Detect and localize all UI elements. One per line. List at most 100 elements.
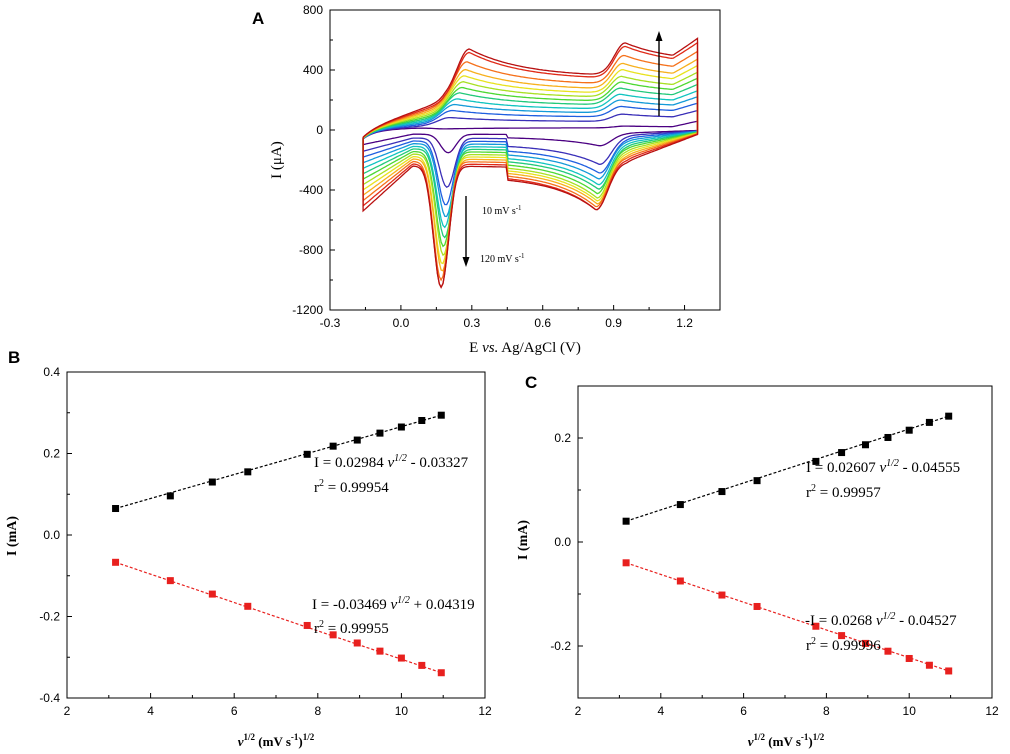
data-point-anodic bbox=[244, 468, 252, 476]
data-point-anodic bbox=[676, 501, 684, 509]
cathodic-arrow-head bbox=[462, 257, 470, 267]
y-tick-label: 0.4 bbox=[43, 365, 60, 379]
panel-b-cathodic-r2: r2 = 0.99955 bbox=[314, 619, 389, 637]
data-point-cathodic bbox=[676, 577, 684, 585]
panel-c-y-axis-label: I (mA) bbox=[516, 520, 531, 560]
panel-c-anodic-equation: I = 0.02607 v1/2 - 0.04555 bbox=[806, 458, 960, 476]
panel-c-y-ticks: -0.2 0.0 0.2 bbox=[550, 431, 583, 653]
data-point-anodic bbox=[861, 441, 869, 449]
panel-c-fit-lines bbox=[625, 415, 949, 672]
x-tick-label: 6 bbox=[740, 704, 747, 718]
panel-c-x-ticks: 2 4 6 8 10 12 bbox=[575, 693, 999, 718]
panel-c-letter: C bbox=[525, 373, 537, 392]
data-point-anodic bbox=[397, 423, 405, 431]
x-tick-label: 8 bbox=[314, 704, 321, 718]
x-tick-label: 2 bbox=[64, 704, 71, 718]
data-point-cathodic bbox=[838, 632, 846, 640]
anodic-arrow-head bbox=[655, 31, 663, 41]
panel-c-x-axis-label: v1/2 (mV s-1)1/2 bbox=[748, 732, 825, 749]
panel-a-cv-curves bbox=[362, 37, 699, 289]
panel-b-peak-current-plot: B -0.4 -0.2 0.0 0.2 0.4 2 4 6 8 10 12 I = 0.02984… bbox=[5, 348, 492, 749]
panel-b-x-ticks: 2 4 6 8 10 12 bbox=[64, 693, 492, 718]
y-tick-label: -0.2 bbox=[39, 610, 60, 624]
x-tick-label: 12 bbox=[985, 704, 999, 718]
panel-a-cyclic-voltammogram: A -1200 -800 -400 0 400 800 -0.3 0.0 0.3 0.6 0.9 1… bbox=[252, 3, 721, 356]
x-tick-label: 0.9 bbox=[605, 316, 622, 330]
x-tick-label: 1.2 bbox=[676, 316, 693, 330]
data-point-anodic bbox=[303, 450, 311, 458]
panel-c-plot-frame bbox=[577, 385, 993, 699]
y-tick-label: -800 bbox=[299, 243, 323, 257]
data-point-anodic bbox=[329, 442, 337, 450]
data-point-cathodic bbox=[884, 647, 892, 655]
data-point-anodic bbox=[945, 412, 953, 420]
y-tick-label: -1200 bbox=[292, 303, 323, 317]
cv-curve bbox=[362, 37, 699, 289]
data-point-cathodic bbox=[353, 639, 361, 647]
x-tick-label: 0.6 bbox=[534, 316, 551, 330]
x-tick-label: -0.3 bbox=[320, 316, 341, 330]
data-point-cathodic bbox=[718, 591, 726, 599]
data-point-anodic bbox=[353, 436, 361, 444]
panel-b-data-points bbox=[112, 411, 445, 677]
x-tick-label: 0.0 bbox=[393, 316, 410, 330]
data-point-anodic bbox=[838, 449, 846, 457]
panel-a-x-ticks: -0.3 0.0 0.3 0.6 0.9 1.2 bbox=[320, 305, 693, 330]
panel-b-anodic-equation: I = 0.02984 v1/2 - 0.03327 bbox=[314, 453, 469, 471]
panel-b-cathodic-equation: I = -0.03469 v1/2 + 0.04319 bbox=[312, 595, 475, 613]
x-tick-label: 10 bbox=[903, 704, 917, 718]
x-tick-label: 2 bbox=[575, 704, 582, 718]
data-point-cathodic bbox=[376, 647, 384, 655]
panel-c-data-points bbox=[622, 412, 953, 675]
data-point-cathodic bbox=[244, 602, 252, 610]
x-tick-label: 4 bbox=[657, 704, 664, 718]
data-point-cathodic bbox=[622, 559, 630, 567]
panel-a-y-axis-label: I (μA) bbox=[269, 141, 285, 179]
panel-a-letter: A bbox=[252, 9, 264, 28]
y-tick-label: 0.0 bbox=[554, 535, 571, 549]
data-point-cathodic bbox=[397, 654, 405, 662]
data-point-anodic bbox=[753, 477, 761, 485]
data-point-anodic bbox=[622, 517, 630, 525]
data-point-anodic bbox=[376, 429, 384, 437]
panel-b-anodic-r2: r2 = 0.99954 bbox=[314, 478, 389, 496]
data-point-cathodic bbox=[112, 558, 120, 566]
scan-rate-label-high: 120 mV s-1 bbox=[480, 252, 525, 265]
y-tick-label: 0.2 bbox=[554, 431, 571, 445]
y-tick-label: 0.0 bbox=[43, 528, 60, 542]
y-tick-label: 0.2 bbox=[43, 447, 60, 461]
panel-a-x-axis-label: E vs. Ag/AgCl (V) bbox=[469, 340, 581, 356]
data-point-anodic bbox=[418, 416, 426, 424]
fit-line-cathodic bbox=[115, 561, 442, 674]
x-tick-label: 6 bbox=[231, 704, 238, 718]
y-tick-label: 0 bbox=[316, 123, 323, 137]
data-point-anodic bbox=[112, 505, 120, 513]
data-point-cathodic bbox=[437, 669, 445, 677]
data-point-cathodic bbox=[812, 622, 820, 630]
data-point-cathodic bbox=[945, 667, 953, 675]
panel-b-y-ticks: -0.4 -0.2 0.0 0.2 0.4 bbox=[39, 365, 72, 705]
x-tick-label: 0.3 bbox=[463, 316, 480, 330]
x-tick-label: 12 bbox=[478, 704, 492, 718]
data-point-cathodic bbox=[905, 654, 913, 662]
y-tick-label: 400 bbox=[303, 63, 323, 77]
x-tick-label: 10 bbox=[395, 704, 409, 718]
data-point-anodic bbox=[718, 488, 726, 496]
x-tick-label: 8 bbox=[823, 704, 830, 718]
y-tick-label: -400 bbox=[299, 183, 323, 197]
data-point-anodic bbox=[812, 457, 820, 465]
y-tick-label: 800 bbox=[303, 3, 323, 17]
panel-c-cathodic-equation: -I = 0.0268 v1/2 - 0.04527 bbox=[805, 611, 957, 629]
data-point-cathodic bbox=[925, 661, 933, 669]
data-point-anodic bbox=[925, 418, 933, 426]
y-tick-label: -0.2 bbox=[550, 639, 571, 653]
data-point-cathodic bbox=[166, 577, 174, 585]
panel-c-anodic-r2: r2 = 0.99957 bbox=[806, 483, 881, 501]
data-point-cathodic bbox=[208, 590, 216, 598]
panel-b-y-axis-label: I (mA) bbox=[5, 516, 20, 556]
data-point-cathodic bbox=[418, 661, 426, 669]
data-point-anodic bbox=[437, 411, 445, 419]
scan-rate-label-low: 10 mV s-1 bbox=[482, 204, 522, 217]
y-tick-label: -0.4 bbox=[39, 691, 60, 705]
